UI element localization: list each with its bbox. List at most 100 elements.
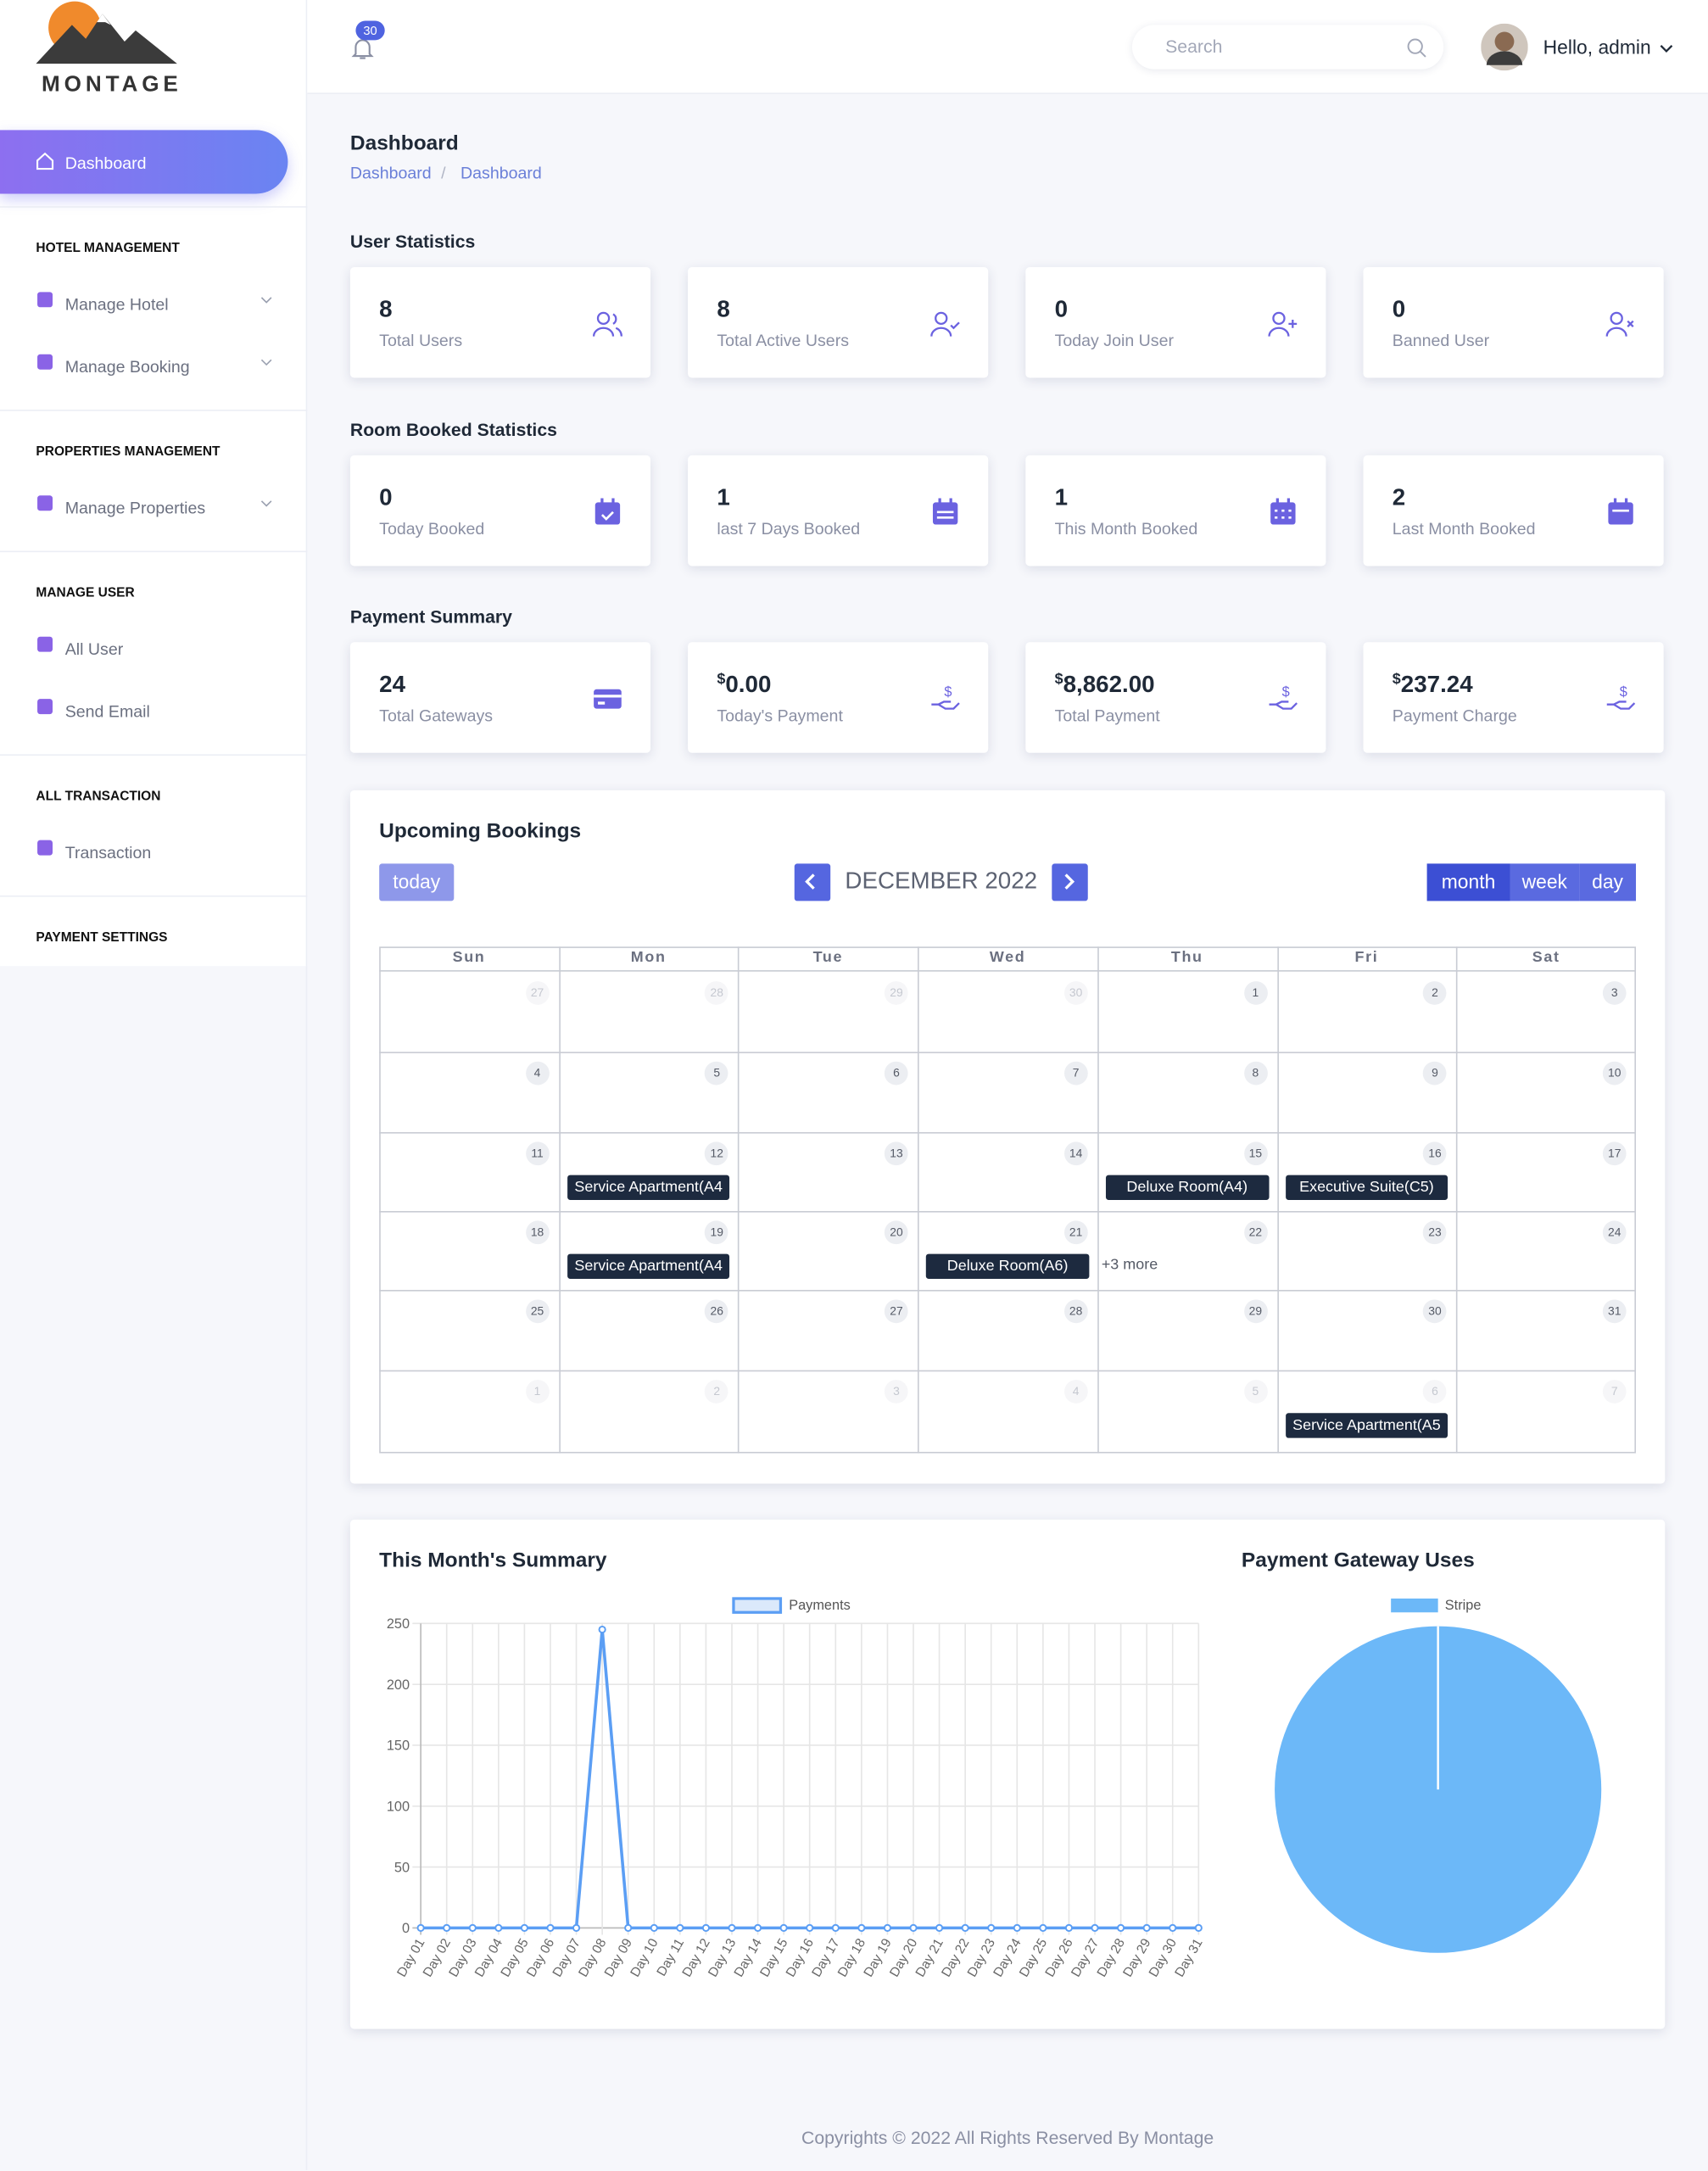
breadcrumb-item[interactable]: Dashboard <box>349 163 432 183</box>
card-icon: $ <box>931 684 960 710</box>
more-events-link[interactable]: +3 more <box>1101 1256 1158 1274</box>
day-number: 31 <box>1602 1299 1627 1324</box>
data-point <box>728 1923 736 1932</box>
icon-calendar <box>932 501 958 524</box>
y-tick-label: 200 <box>387 1677 410 1693</box>
day-number: 7 <box>1063 1061 1088 1086</box>
nav-divider <box>0 550 308 553</box>
stat-number: 0 <box>379 483 393 511</box>
view-button[interactable]: week <box>1510 863 1580 901</box>
next-button[interactable] <box>1052 863 1088 901</box>
data-point <box>1169 1923 1177 1932</box>
search-icon[interactable] <box>1406 37 1426 58</box>
nav-item[interactable]: Manage Booking <box>64 357 190 377</box>
icon-calendar-rings <box>1275 497 1291 505</box>
data-point <box>883 1923 892 1932</box>
card-icon <box>932 497 958 524</box>
booking-event[interactable]: Service Apartment(A4 <box>567 1175 730 1200</box>
prev-button-arrow[interactable] <box>800 869 824 894</box>
view-button[interactable]: day <box>1579 863 1637 901</box>
day-number: 1 <box>1243 981 1268 1005</box>
arrow-glyph <box>805 873 815 890</box>
day-number: 12 <box>705 1141 729 1166</box>
day-number: 29 <box>1243 1299 1268 1324</box>
icon-calendar <box>1608 501 1633 524</box>
nav-icon-glyph <box>37 495 53 511</box>
booking-event[interactable]: Service Apartment(A5 <box>1285 1413 1448 1438</box>
nav-icon-glyph <box>37 840 53 856</box>
stat-label: Banned User <box>1392 331 1490 350</box>
stat-number: 8 <box>717 296 730 323</box>
stat-label: Today Booked <box>379 518 485 539</box>
nav-item[interactable]: Send Email <box>64 701 150 722</box>
y-tick-label: 100 <box>387 1799 410 1814</box>
nav-icon <box>37 840 53 856</box>
day-number: 2 <box>1423 981 1447 1005</box>
data-point <box>624 1923 633 1932</box>
nav-divider <box>0 754 308 756</box>
y-tick-label: 0 <box>402 1921 410 1936</box>
day-number: 6 <box>885 1061 908 1086</box>
day-number: 21 <box>1063 1220 1088 1245</box>
legend-label: Stripe <box>1445 1598 1482 1613</box>
user-greeting[interactable]: Hello, admin <box>1543 36 1651 59</box>
booking-event[interactable]: Executive Suite(C5) <box>1285 1175 1448 1200</box>
day-number: 7 <box>1602 1380 1627 1404</box>
bell-icon[interactable] <box>351 36 374 60</box>
stat-label: Total Users <box>379 331 463 350</box>
calendar-card <box>349 790 1666 1484</box>
day-number: 16 <box>1423 1141 1447 1166</box>
booking-event[interactable]: Deluxe Room(A4) <box>1105 1175 1269 1200</box>
card-icon <box>594 497 621 524</box>
breadcrumb-item[interactable]: Dashboard <box>460 163 542 183</box>
nav-icon-glyph <box>37 354 53 370</box>
day-number: 28 <box>1063 1299 1088 1324</box>
breadcrumb-separator: / <box>441 163 446 183</box>
day-number: 28 <box>705 981 729 1005</box>
nav-chevron[interactable] <box>260 499 273 508</box>
arrow-glyph <box>1064 873 1075 890</box>
stat-value: 2 <box>1393 483 1405 511</box>
calendar-col-rule <box>1276 946 1279 1454</box>
legend-swatch <box>732 1597 783 1614</box>
day-number: 27 <box>525 981 550 1005</box>
avatar[interactable] <box>1481 23 1528 71</box>
data-point <box>443 1923 451 1932</box>
nav-item[interactable]: Manage Hotel <box>64 294 169 315</box>
day-number: 30 <box>1423 1299 1447 1324</box>
card-icon: $ <box>1269 684 1298 710</box>
next-button-arrow[interactable] <box>1058 869 1082 894</box>
booking-event[interactable]: Service Apartment(A4 <box>567 1253 730 1279</box>
today-button[interactable]: today <box>379 863 455 901</box>
nav-active-item[interactable] <box>0 130 288 194</box>
nav-item[interactable]: All User <box>64 639 124 659</box>
day-number: 30 <box>1063 981 1088 1005</box>
icon-extra <box>1288 319 1298 328</box>
nav-item[interactable]: Transaction <box>64 842 152 862</box>
stat-value: $8,862.00 <box>1055 672 1155 700</box>
nav-chevron[interactable] <box>260 296 273 304</box>
nav-chevron[interactable] <box>260 359 273 367</box>
calendar-month: DECEMBER 2022 <box>845 868 1038 895</box>
data-point <box>494 1923 503 1932</box>
section-title: User Statistics <box>349 231 476 253</box>
nav-active-label[interactable]: Dashboard <box>64 153 147 173</box>
view-button[interactable]: month <box>1426 863 1510 901</box>
stat-number: 237.24 <box>1400 671 1473 698</box>
calendar-row-rule <box>379 1211 1637 1213</box>
data-point <box>935 1923 944 1932</box>
stat-value: 1 <box>717 483 729 511</box>
prev-button[interactable] <box>794 863 831 901</box>
icon-extra <box>1627 320 1634 327</box>
booking-event[interactable]: Deluxe Room(A6) <box>926 1253 1090 1279</box>
search-box[interactable] <box>1131 25 1444 70</box>
day-number: 13 <box>885 1141 908 1166</box>
nav-icon-glyph <box>37 636 53 652</box>
nav-item[interactable]: Manage Properties <box>64 498 206 518</box>
section-title: Payment Summary <box>349 606 512 628</box>
chart-title: Payment Gateway Uses <box>1241 1549 1475 1572</box>
user-menu-chevron[interactable] <box>1660 43 1673 54</box>
day-number: 5 <box>1243 1380 1268 1404</box>
day-number: 20 <box>885 1220 908 1245</box>
